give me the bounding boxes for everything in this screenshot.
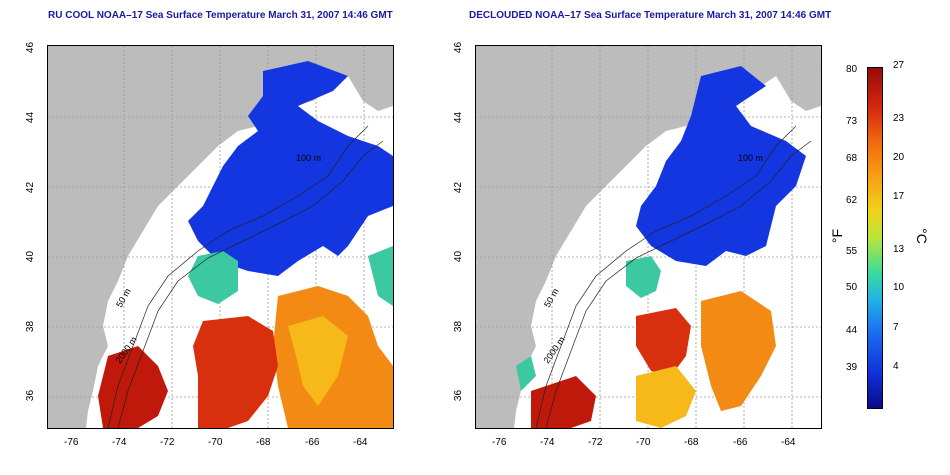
latitude-tick: 38 bbox=[25, 320, 37, 333]
longitude-tick: -72 bbox=[160, 437, 175, 448]
warm-water-region bbox=[701, 291, 776, 411]
land-area bbox=[348, 66, 393, 111]
fahrenheit-tick: 73 bbox=[846, 116, 858, 127]
teal-water-region bbox=[516, 356, 536, 391]
latitude-tick: 46 bbox=[25, 41, 37, 54]
celsius-tick: 20 bbox=[893, 152, 905, 163]
fahrenheit-tick: 50 bbox=[846, 282, 858, 293]
fahrenheit-unit-label: °F bbox=[829, 228, 846, 244]
longitude-tick: -66 bbox=[305, 437, 320, 448]
fahrenheit-tick: 80 bbox=[846, 64, 858, 75]
longitude-tick: -64 bbox=[353, 437, 368, 448]
longitude-tick: -76 bbox=[64, 437, 79, 448]
longitude-tick: -72 bbox=[588, 437, 603, 448]
sst-map-raw: 100 m 50 m 2000 m bbox=[47, 45, 394, 429]
temperature-colorbar bbox=[867, 67, 883, 409]
celsius-unit-label: °C bbox=[913, 228, 930, 244]
fahrenheit-tick: 39 bbox=[846, 362, 858, 373]
hot-water-region bbox=[193, 316, 278, 428]
cold-water-region bbox=[636, 66, 806, 266]
latitude-tick: 40 bbox=[25, 250, 37, 263]
sst-map-declouded-canvas: 100 m 50 m 2000 m bbox=[476, 46, 821, 428]
hot-water-region bbox=[531, 376, 596, 428]
latitude-tick: 38 bbox=[453, 320, 465, 333]
contour-label-2000m: 2000 m bbox=[541, 335, 566, 365]
isobath-contours bbox=[107, 125, 384, 428]
longitude-tick: -70 bbox=[636, 437, 651, 448]
celsius-tick: 23 bbox=[893, 113, 905, 124]
mid-water-region bbox=[288, 316, 348, 406]
celsius-tick: 7 bbox=[893, 322, 899, 333]
teal-water-region bbox=[626, 256, 661, 298]
celsius-tick: 27 bbox=[893, 60, 905, 71]
land-area bbox=[776, 66, 821, 111]
latitude-tick: 40 bbox=[453, 250, 465, 263]
contour-label-50m: 50 m bbox=[542, 287, 561, 309]
mid-water-region bbox=[636, 366, 696, 428]
longitude-tick: -66 bbox=[733, 437, 748, 448]
longitude-tick: -74 bbox=[112, 437, 127, 448]
latitude-tick: 42 bbox=[25, 181, 37, 194]
longitude-tick: -68 bbox=[684, 437, 699, 448]
celsius-tick: 17 bbox=[893, 191, 905, 202]
latitude-tick: 36 bbox=[453, 389, 465, 402]
land-area bbox=[476, 46, 821, 428]
longitude-tick: -70 bbox=[208, 437, 223, 448]
longitude-tick: -74 bbox=[540, 437, 555, 448]
cold-water-region bbox=[188, 61, 393, 276]
right-map-title: DECLOUDED NOAA–17 Sea Surface Temperatur… bbox=[469, 10, 832, 21]
isobath-contours bbox=[535, 125, 812, 428]
longitude-tick: -64 bbox=[781, 437, 796, 448]
celsius-tick: 10 bbox=[893, 282, 905, 293]
latitude-tick: 36 bbox=[25, 389, 37, 402]
fahrenheit-tick: 44 bbox=[846, 325, 858, 336]
hot-water-region bbox=[98, 346, 168, 428]
fahrenheit-tick: 62 bbox=[846, 195, 858, 206]
left-map-title: RU COOL NOAA–17 Sea Surface Temperature … bbox=[48, 10, 393, 21]
celsius-tick: 13 bbox=[893, 244, 905, 255]
sst-map-raw-canvas: 100 m 50 m 2000 m bbox=[48, 46, 393, 428]
land-area bbox=[48, 46, 393, 428]
latitude-tick: 44 bbox=[25, 111, 37, 124]
hot-water-region bbox=[636, 308, 691, 376]
fahrenheit-tick: 55 bbox=[846, 246, 858, 257]
longitude-tick: -68 bbox=[256, 437, 271, 448]
teal-water-region bbox=[188, 251, 238, 304]
celsius-tick: 4 bbox=[893, 361, 899, 372]
longitude-tick: -76 bbox=[492, 437, 507, 448]
contour-label-50m: 50 m bbox=[114, 287, 133, 309]
contour-label-100m: 100 m bbox=[296, 153, 321, 163]
latitude-tick: 46 bbox=[453, 41, 465, 54]
latitude-tick: 42 bbox=[453, 181, 465, 194]
sst-map-declouded: 100 m 50 m 2000 m bbox=[475, 45, 822, 429]
contour-label-100m: 100 m bbox=[738, 153, 763, 163]
fahrenheit-tick: 68 bbox=[846, 153, 858, 164]
latitude-tick: 44 bbox=[453, 111, 465, 124]
teal-water-region bbox=[368, 246, 393, 306]
